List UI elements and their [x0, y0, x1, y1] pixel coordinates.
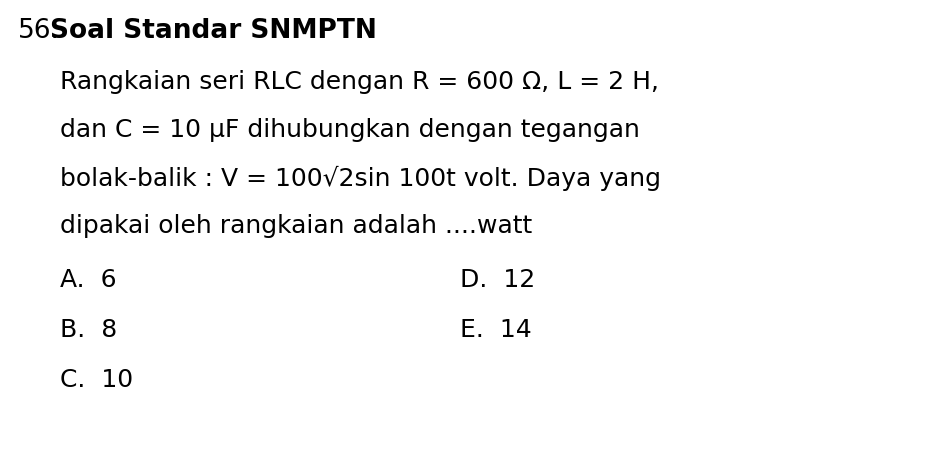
Text: Rangkaian seri RLC dengan R = 600 Ω, L = 2 H,: Rangkaian seri RLC dengan R = 600 Ω, L =…	[60, 70, 659, 94]
Text: D.  12: D. 12	[460, 268, 535, 292]
Text: E.  14: E. 14	[460, 318, 532, 342]
Text: dan C = 10 μF dihubungkan dengan tegangan: dan C = 10 μF dihubungkan dengan teganga…	[60, 118, 640, 142]
Text: C.  10: C. 10	[60, 368, 133, 392]
Text: dipakai oleh rangkaian adalah ....watt: dipakai oleh rangkaian adalah ....watt	[60, 214, 532, 238]
Text: B.  8: B. 8	[60, 318, 117, 342]
Text: 56.: 56.	[18, 18, 60, 44]
Text: bolak-balik : V = 100√2sin 100t volt. Daya yang: bolak-balik : V = 100√2sin 100t volt. Da…	[60, 166, 661, 191]
Text: Soal Standar SNMPTN: Soal Standar SNMPTN	[50, 18, 377, 44]
Text: A.  6: A. 6	[60, 268, 117, 292]
